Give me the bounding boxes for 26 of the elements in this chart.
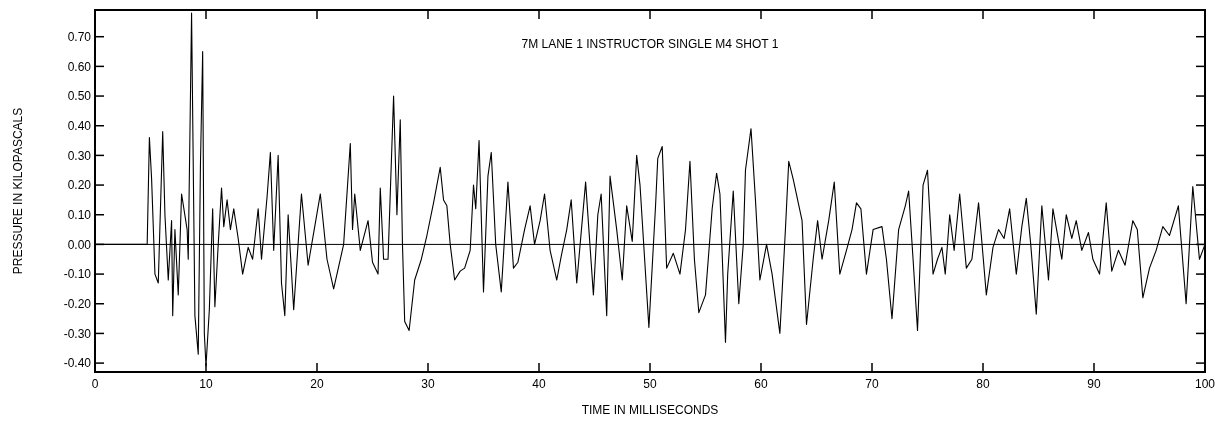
y-tick-label: -0.40 [63,356,92,371]
x-tick-label: 80 [976,377,990,391]
y-tick-label: -0.30 [63,326,92,341]
y-tick-label: 0.70 [67,29,92,44]
y-tick-label: -0.20 [63,296,92,311]
x-tick-label: 20 [310,377,324,391]
x-tick-label: 0 [91,377,99,391]
text: 7M LANE 1 INSTRUCTOR SINGLE M4 SHOT 1 [521,37,779,51]
x-tick-label: 90 [1087,377,1101,391]
x-tick-label: 30 [421,377,435,391]
y-tick-label: 0.40 [67,118,92,133]
y-tick-label: -0.10 [63,267,92,282]
x-tick-label: 40 [532,377,546,391]
x-tick-label: 50 [643,377,657,391]
x-tick-label: 10 [199,377,213,391]
y-axis-title: PRESSURE IN KILOPASCALS [11,107,25,275]
y-tick-label: 0.00 [67,237,92,252]
x-tick-label: 70 [865,377,879,391]
y-tick-label: 0.20 [67,178,92,193]
y-tick-label: 0.10 [67,207,92,222]
x-tick-label: 60 [754,377,768,391]
y-tick-label: 0.60 [67,59,92,74]
x-axis-title: TIME IN MILLISECONDS [581,403,719,417]
y-tick-label: 0.30 [67,148,92,163]
x-tick-label: 100 [1194,377,1215,391]
y-tick-label: 0.50 [67,89,92,104]
